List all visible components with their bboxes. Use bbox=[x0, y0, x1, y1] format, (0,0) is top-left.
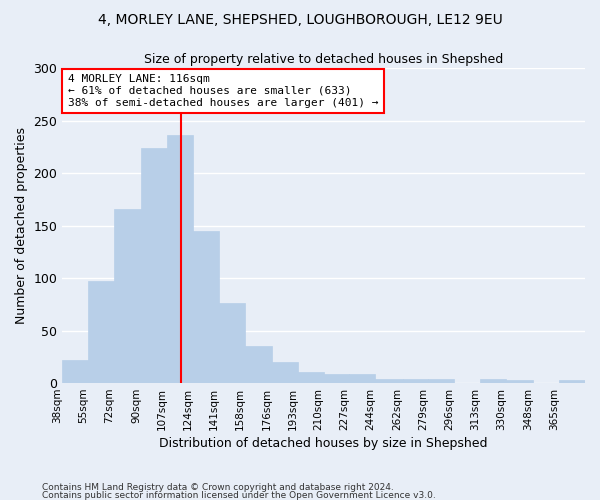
Bar bbox=[349, 374, 376, 383]
Text: 4 MORLEY LANE: 116sqm
← 61% of detached houses are smaller (633)
38% of semi-det: 4 MORLEY LANE: 116sqm ← 61% of detached … bbox=[68, 74, 378, 108]
X-axis label: Distribution of detached houses by size in Shepshed: Distribution of detached houses by size … bbox=[160, 437, 488, 450]
Bar bbox=[219, 304, 245, 383]
Bar bbox=[88, 281, 114, 383]
Bar bbox=[272, 362, 298, 383]
Bar bbox=[428, 379, 454, 383]
Bar bbox=[506, 380, 533, 383]
Bar bbox=[62, 360, 88, 383]
Bar bbox=[193, 231, 219, 383]
Bar bbox=[559, 380, 585, 383]
Bar bbox=[245, 346, 272, 383]
Bar bbox=[403, 379, 428, 383]
Title: Size of property relative to detached houses in Shepshed: Size of property relative to detached ho… bbox=[144, 52, 503, 66]
Y-axis label: Number of detached properties: Number of detached properties bbox=[15, 127, 28, 324]
Bar bbox=[323, 374, 349, 383]
Bar bbox=[114, 209, 142, 383]
Text: Contains HM Land Registry data © Crown copyright and database right 2024.: Contains HM Land Registry data © Crown c… bbox=[42, 484, 394, 492]
Bar bbox=[376, 379, 403, 383]
Bar bbox=[142, 148, 167, 383]
Text: Contains public sector information licensed under the Open Government Licence v3: Contains public sector information licen… bbox=[42, 490, 436, 500]
Bar bbox=[480, 379, 506, 383]
Bar bbox=[298, 372, 323, 383]
Text: 4, MORLEY LANE, SHEPSHED, LOUGHBOROUGH, LE12 9EU: 4, MORLEY LANE, SHEPSHED, LOUGHBOROUGH, … bbox=[98, 12, 502, 26]
Bar bbox=[167, 136, 193, 383]
